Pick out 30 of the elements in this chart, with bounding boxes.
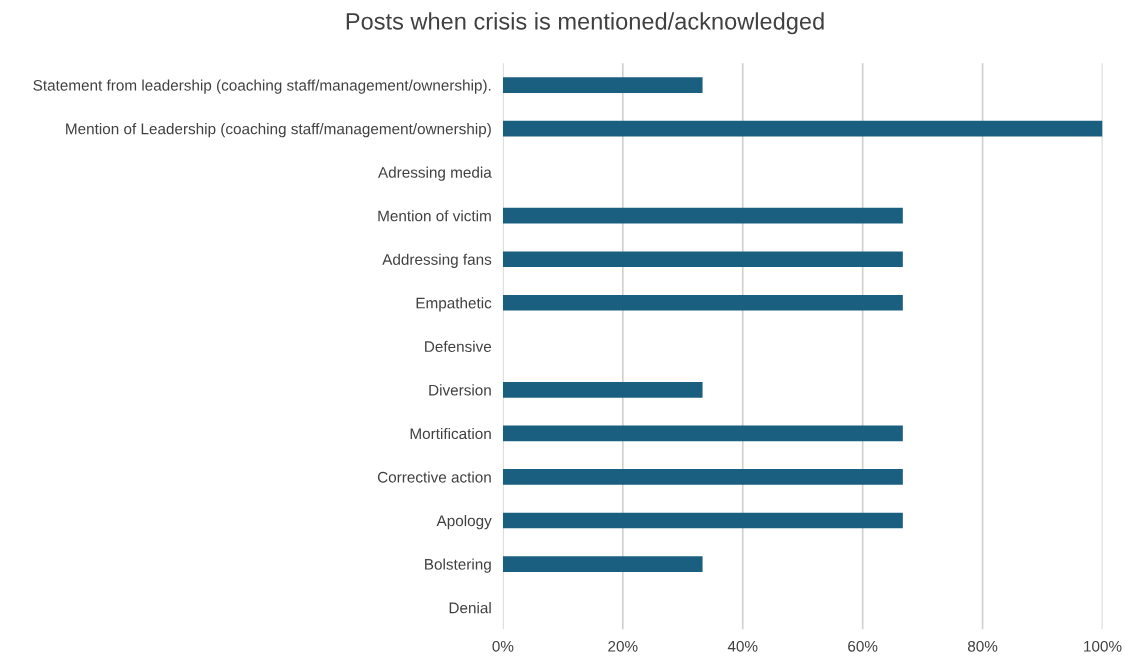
bar xyxy=(502,120,1103,137)
y-tick-label: Diversion xyxy=(429,384,491,396)
bar xyxy=(502,382,703,398)
y-tick-label: Mention of Leadership (coaching staff/management/ownership) xyxy=(66,123,491,138)
bar xyxy=(502,251,903,268)
bar xyxy=(502,469,903,485)
y-tick-label: Adressing media xyxy=(378,166,492,181)
y-tick-label: Denial xyxy=(449,602,491,614)
y-tick-label: Corrective action xyxy=(377,471,491,483)
y-tick-label: Defensive xyxy=(425,340,492,353)
bar xyxy=(502,512,903,529)
x-tick-label: 100% xyxy=(1084,640,1122,652)
x-tick-label: 80% xyxy=(967,640,998,652)
y-tick-label: Bolstering xyxy=(425,558,491,573)
y-tick-label: Mention of victim xyxy=(378,210,491,222)
bar xyxy=(502,556,703,572)
bar xyxy=(502,294,903,311)
x-tick-label: 60% xyxy=(848,640,878,652)
y-tick-label: Empathetic xyxy=(416,297,492,312)
x-tick-label: 0% xyxy=(492,640,514,652)
x-tick-label: 40% xyxy=(727,640,758,652)
y-tick-label: Addressing fans xyxy=(382,253,492,268)
y-tick-label: Statement from leadership (coaching staff/management/ownership). xyxy=(33,79,491,94)
bar xyxy=(502,207,903,224)
bar xyxy=(502,425,903,442)
x-tick-label: 20% xyxy=(608,640,638,652)
chart-title: Posts when crisis is mentioned/acknowledged xyxy=(346,12,824,35)
y-tick-label: Apology xyxy=(436,514,492,530)
bar xyxy=(502,77,703,93)
y-tick-label: Mortification xyxy=(410,427,491,440)
